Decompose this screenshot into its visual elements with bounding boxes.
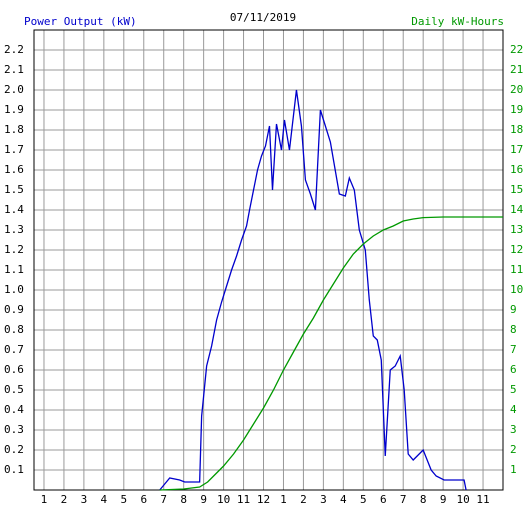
y-tick-label: 0.8 [4, 323, 24, 336]
y2-tick-label: 9 [510, 303, 517, 316]
y2-tick-label: 12 [510, 243, 523, 256]
series-line [159, 216, 503, 491]
y2-tick-label: 2 [510, 443, 517, 456]
y-tick-label: 0.4 [4, 403, 24, 416]
chart-title: 07/11/2019 [230, 11, 296, 24]
y2-tick-label: 15 [510, 183, 523, 196]
x-tick-label: 2 [61, 493, 68, 506]
y2-tick-label: 10 [510, 283, 523, 296]
y2-tick-label: 19 [510, 103, 523, 116]
y-tick-label: 0.1 [4, 463, 24, 476]
x-tick-label: 3 [81, 493, 88, 506]
y2-tick-label: 14 [510, 203, 524, 216]
x-tick-label: 11 [237, 493, 250, 506]
y-tick-label: 1.8 [4, 123, 24, 136]
x-tick-label: 9 [200, 493, 207, 506]
y2-tick-label: 4 [510, 403, 517, 416]
x-tick-label: 1 [280, 493, 287, 506]
y-axis-label: Power Output (kW) [24, 15, 137, 28]
y-tick-label: 2.2 [4, 43, 24, 56]
x-tick-label: 4 [101, 493, 108, 506]
y2-tick-label: 8 [510, 323, 517, 336]
y-tick-label: 0.9 [4, 303, 24, 316]
y2-tick-label: 5 [510, 383, 517, 396]
y-tick-label: 0.2 [4, 443, 24, 456]
y2-tick-label: 18 [510, 123, 523, 136]
y-tick-label: 1.4 [4, 203, 24, 216]
x-tick-label: 8 [180, 493, 187, 506]
y-tick-label: 1.9 [4, 103, 24, 116]
y-tick-label: 0.7 [4, 343, 24, 356]
y2-tick-label: 1 [510, 463, 517, 476]
x-tick-label: 7 [400, 493, 407, 506]
y2-tick-label: 16 [510, 163, 523, 176]
x-tick-label: 6 [380, 493, 387, 506]
x-tick-label: 8 [420, 493, 427, 506]
y-tick-label: 1.3 [4, 223, 24, 236]
y-tick-label: 1.5 [4, 183, 24, 196]
x-tick-label: 5 [120, 493, 127, 506]
y2-tick-label: 7 [510, 343, 517, 356]
y2-tick-label: 6 [510, 363, 517, 376]
x-tick-label: 11 [476, 493, 489, 506]
y2-tick-label: 11 [510, 263, 523, 276]
x-tick-label: 6 [140, 493, 147, 506]
x-tick-label: 10 [456, 493, 469, 506]
x-tick-label: 10 [217, 493, 230, 506]
y-tick-label: 1.0 [4, 283, 24, 296]
y2-axis-label: Daily kW-Hours [411, 15, 504, 28]
x-tick-label: 7 [160, 493, 167, 506]
y-tick-label: 0.5 [4, 383, 24, 396]
x-tick-label: 2 [300, 493, 307, 506]
y-tick-label: 1.7 [4, 143, 24, 156]
x-tick-label: 4 [340, 493, 347, 506]
y2-tick-label: 22 [510, 43, 523, 56]
y-tick-label: 1.1 [4, 263, 24, 276]
x-tick-label: 3 [320, 493, 327, 506]
y-tick-label: 2.1 [4, 63, 24, 76]
series-line [159, 89, 467, 491]
x-tick-label: 1 [41, 493, 48, 506]
y-tick-label: 1.2 [4, 243, 24, 256]
y-tick-label: 0.3 [4, 423, 24, 436]
y2-tick-label: 3 [510, 423, 517, 436]
y2-tick-label: 13 [510, 223, 523, 236]
y2-tick-label: 20 [510, 83, 523, 96]
x-tick-label: 5 [360, 493, 367, 506]
x-tick-label: 9 [440, 493, 447, 506]
y-tick-label: 0.6 [4, 363, 24, 376]
x-tick-label: 12 [257, 493, 270, 506]
y2-tick-label: 17 [510, 143, 523, 156]
y-tick-label: 1.6 [4, 163, 24, 176]
plot-frame [33, 29, 504, 491]
y2-tick-label: 21 [510, 63, 523, 76]
y-tick-label: 2.0 [4, 83, 24, 96]
